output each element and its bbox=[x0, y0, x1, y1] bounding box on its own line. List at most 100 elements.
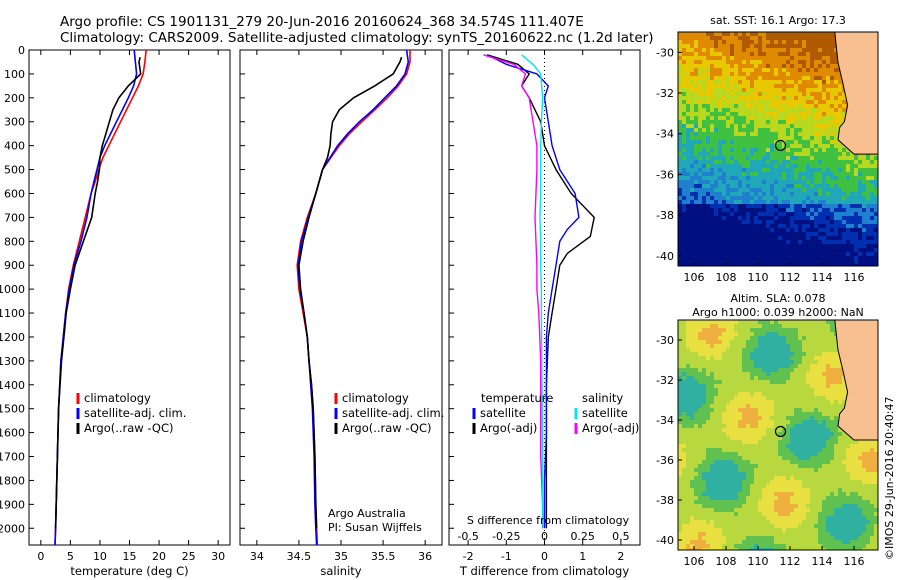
y-tick-label: -38 bbox=[656, 494, 674, 507]
x-tick-label: 10 bbox=[93, 550, 107, 563]
legend-label: Argo(..raw -QC) bbox=[342, 421, 432, 435]
temperature-profile-chart: 0 5 10 15 20 25 300100200300400500600700800900… bbox=[0, 44, 231, 578]
x-axis-label: salinity bbox=[320, 564, 361, 578]
y-tick-label: -40 bbox=[656, 534, 674, 547]
y-tick-label: 1800 bbox=[0, 474, 25, 487]
sla-map: Altim. SLA: 0.078 Argo h1000: 0.039 h200… bbox=[656, 292, 879, 568]
y-tick-label: 2000 bbox=[0, 522, 25, 535]
s-tick-label: 0.5 bbox=[612, 530, 630, 543]
x-tick-label: 20 bbox=[152, 550, 166, 563]
x-tick-label: -1 bbox=[501, 550, 512, 563]
x-tick-label: 35.5 bbox=[371, 550, 396, 563]
difference-profile-chart: -2 -1 0 1 2T difference from climatology -0.5… bbox=[448, 49, 641, 578]
y-tick-label: -40 bbox=[656, 250, 674, 263]
legend-label: Argo(-adj) bbox=[582, 421, 639, 435]
y-tick-label: -32 bbox=[656, 374, 674, 387]
y-tick-label: 500 bbox=[4, 164, 25, 177]
land-area bbox=[834, 32, 878, 155]
y-tick-label: 1400 bbox=[0, 379, 25, 392]
imos-credit: ©IMOS 29-Jun-2016 20:40:47 bbox=[883, 396, 896, 560]
map-field bbox=[678, 320, 878, 550]
x-tick-label: -2 bbox=[463, 550, 474, 563]
y-tick-label: 300 bbox=[4, 116, 25, 129]
series-line bbox=[298, 56, 403, 529]
y-tick-label: -30 bbox=[656, 334, 674, 347]
y-tick-label: 1100 bbox=[0, 307, 25, 320]
y-tick-label: -38 bbox=[656, 209, 674, 222]
y-tick-label: -36 bbox=[656, 454, 674, 467]
x-tick-label: 5 bbox=[67, 550, 74, 563]
x-tick-label: 108 bbox=[716, 555, 737, 568]
argo-location-marker bbox=[774, 139, 787, 152]
sst-map: sat. SST: 16.1 Argo: 17.3 106 108 110 112 11… bbox=[656, 14, 879, 284]
s-tick-label: 0.25 bbox=[570, 530, 595, 543]
legend-label: Argo(-adj) bbox=[480, 421, 537, 435]
x-tick-label: 36 bbox=[418, 550, 432, 563]
x-tick-label: 106 bbox=[684, 555, 705, 568]
y-tick-label: -32 bbox=[656, 87, 674, 100]
y-tick-label: 1300 bbox=[0, 355, 25, 368]
y-tick-label: 1700 bbox=[0, 451, 25, 464]
legend-label: satellite bbox=[582, 406, 628, 420]
x-tick-label: 1 bbox=[579, 550, 586, 563]
annotation-line: Argo Australia bbox=[328, 507, 406, 520]
y-tick-label: -30 bbox=[656, 46, 674, 59]
x-tick-label: 0 bbox=[37, 550, 44, 563]
y-tick-label: 700 bbox=[4, 211, 25, 224]
annotation-line: PI: Susan Wijffels bbox=[328, 521, 422, 534]
legend-title: salinity bbox=[582, 391, 623, 405]
y-tick-label: -36 bbox=[656, 168, 674, 181]
x-tick-label: 116 bbox=[844, 555, 865, 568]
y-tick-label: -34 bbox=[656, 128, 674, 141]
x-tick-label: 30 bbox=[211, 550, 225, 563]
y-tick-label: 1000 bbox=[0, 283, 25, 296]
x-tick-label: 108 bbox=[716, 271, 737, 284]
x-tick-label: 34.5 bbox=[287, 550, 312, 563]
y-tick-label: -34 bbox=[656, 414, 674, 427]
top-axis-label: S difference from climatology bbox=[467, 514, 630, 527]
s-tick-label: 0 bbox=[541, 530, 548, 543]
series-line bbox=[486, 54, 580, 529]
header-line-2: Climatology: CARS2009. Satellite-adjuste… bbox=[60, 30, 653, 46]
land-area bbox=[834, 320, 878, 441]
header-line-1: Argo profile: CS 1901131_279 20-Jun-2016… bbox=[60, 14, 584, 30]
x-tick-label: 35 bbox=[334, 550, 348, 563]
x-tick-label: 110 bbox=[748, 271, 769, 284]
x-tick-label: 110 bbox=[748, 555, 769, 568]
x-tick-label: 0 bbox=[541, 550, 548, 563]
legend-label: satellite-adj. clim. bbox=[84, 406, 186, 420]
argo-location-marker bbox=[774, 425, 787, 438]
map-frame bbox=[677, 31, 879, 267]
x-tick-label: 116 bbox=[844, 271, 865, 284]
s-tick-label: -0.5 bbox=[457, 530, 478, 543]
legend-label: climatology bbox=[84, 391, 151, 405]
legend-label: Argo(..raw -QC) bbox=[84, 421, 174, 435]
x-tick-label: 112 bbox=[780, 271, 801, 284]
y-tick-label: 1900 bbox=[0, 498, 25, 511]
legend-label: climatology bbox=[342, 391, 409, 405]
legend-label: satellite-adj. clim. bbox=[342, 406, 444, 420]
x-tick-label: 112 bbox=[780, 555, 801, 568]
x-tick-label: 15 bbox=[123, 550, 137, 563]
x-tick-label: 25 bbox=[182, 550, 196, 563]
x-tick-label: 34 bbox=[250, 550, 264, 563]
y-tick-label: 600 bbox=[4, 187, 25, 200]
series-line bbox=[54, 57, 142, 529]
y-tick-label: 1600 bbox=[0, 427, 25, 440]
plot-frame bbox=[28, 49, 231, 546]
x-tick-label: 114 bbox=[812, 271, 833, 284]
y-tick-label: 800 bbox=[4, 235, 25, 248]
map-frame bbox=[677, 319, 879, 551]
y-tick-label: 0 bbox=[18, 44, 25, 57]
series-line bbox=[521, 54, 544, 529]
x-tick-label: 106 bbox=[684, 271, 705, 284]
s-tick-label: -0.25 bbox=[492, 530, 520, 543]
sla-map-subtitle: Argo h1000: 0.039 h2000: NaN bbox=[692, 306, 864, 319]
y-tick-label: 1500 bbox=[0, 403, 25, 416]
plot-frame bbox=[239, 49, 443, 546]
y-tick-label: 200 bbox=[4, 92, 25, 105]
x-axis-label: temperature (deg C) bbox=[70, 564, 188, 578]
y-tick-label: 900 bbox=[4, 259, 25, 272]
series-line bbox=[483, 54, 544, 529]
